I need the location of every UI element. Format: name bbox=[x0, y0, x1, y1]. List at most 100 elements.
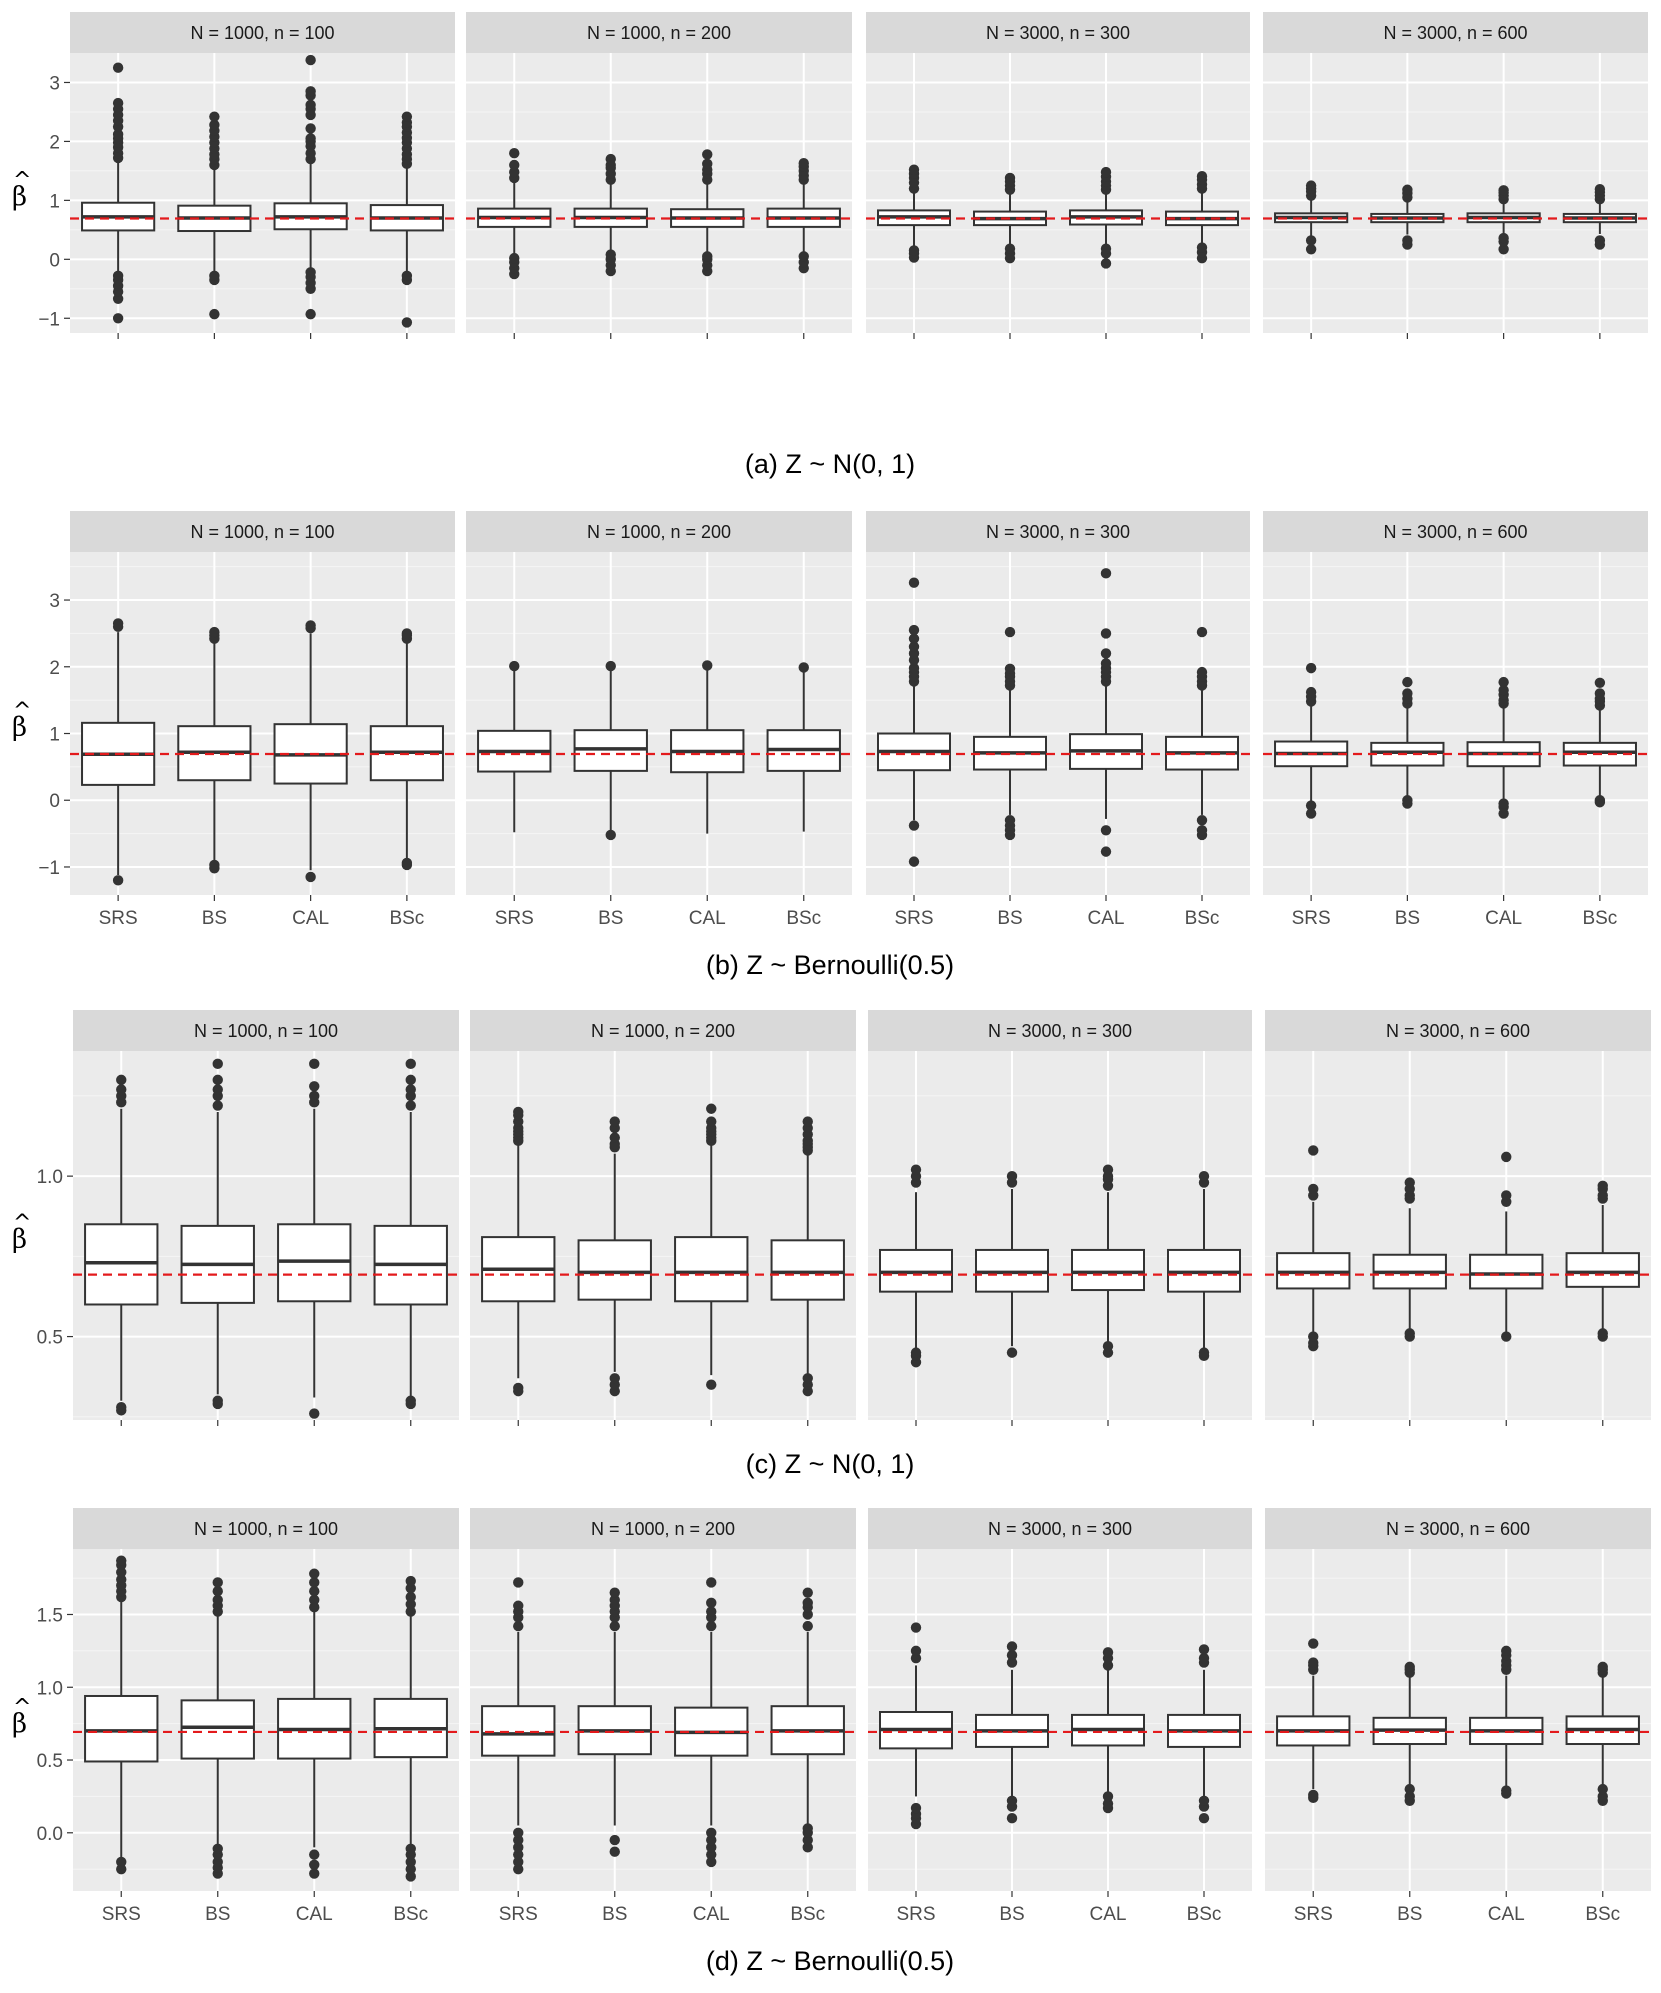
outlier-point bbox=[702, 251, 713, 262]
outlier-point bbox=[112, 129, 124, 140]
outlier-point bbox=[1100, 568, 1112, 579]
facet-title: N = 3000, n = 300 bbox=[988, 1021, 1132, 1041]
outlier-point bbox=[116, 1074, 127, 1086]
x-tick-label: BS bbox=[598, 908, 623, 929]
outlier-point bbox=[405, 1583, 416, 1594]
facet-strip bbox=[73, 1010, 459, 1051]
outlier-point bbox=[1102, 1798, 1114, 1809]
facet-strip bbox=[1263, 511, 1648, 552]
outlier-point bbox=[1404, 1791, 1415, 1802]
box-bs bbox=[177, 111, 252, 320]
x-tick-label: CAL bbox=[689, 908, 726, 929]
x-tick-label: SRS bbox=[896, 1904, 935, 1925]
outlier-point bbox=[1102, 1660, 1114, 1671]
y-tick-label: 2 bbox=[49, 132, 60, 153]
outlier-point bbox=[798, 158, 809, 169]
box-body bbox=[180, 1699, 255, 1760]
outlier-point bbox=[116, 1856, 127, 1868]
outlier-point bbox=[513, 1834, 524, 1846]
outlier-point bbox=[1498, 232, 1509, 244]
outlier-point bbox=[1196, 242, 1208, 253]
outlier-point bbox=[1308, 1145, 1319, 1156]
outlier-point bbox=[509, 148, 520, 159]
outlier-point bbox=[908, 624, 920, 636]
box-srs bbox=[481, 1106, 556, 1397]
outlier-point bbox=[609, 1132, 620, 1143]
outlier-point bbox=[1597, 1661, 1608, 1673]
x-tick-label: SRS bbox=[499, 1904, 538, 1925]
facet-strip bbox=[70, 511, 455, 552]
x-tick-label: SRS bbox=[495, 908, 534, 929]
facet-title: N = 3000, n = 300 bbox=[988, 1519, 1132, 1539]
facet-panel: N = 3000, n = 300 SRS BS CAL BSc bbox=[868, 1508, 1252, 1925]
x-tick-label: BS bbox=[999, 1904, 1024, 1925]
y-tick-label: −1 bbox=[38, 858, 60, 879]
panel-background bbox=[1263, 552, 1648, 895]
panel-background bbox=[1265, 1051, 1651, 1420]
y-axis-label-accent: ^ bbox=[13, 168, 31, 193]
box-bsc bbox=[770, 1116, 845, 1397]
outlier-point bbox=[112, 875, 124, 886]
outlier-point bbox=[802, 1823, 813, 1834]
outlier-point bbox=[605, 153, 616, 165]
box-srs bbox=[879, 1622, 953, 1830]
facet-panel: N = 3000, n = 600 bbox=[1263, 12, 1648, 339]
facet-panel: N = 1000, n = 100 bbox=[73, 1010, 459, 1426]
outlier-point bbox=[405, 1084, 416, 1095]
outlier-point bbox=[305, 871, 316, 883]
outlier-point bbox=[1404, 1177, 1415, 1188]
facet-title: N = 3000, n = 600 bbox=[1383, 23, 1527, 43]
outlier-point bbox=[1100, 825, 1112, 836]
outlier-point bbox=[802, 1842, 813, 1853]
outlier-point bbox=[1501, 1190, 1512, 1201]
outlier-point bbox=[706, 1856, 717, 1868]
outlier-point bbox=[309, 1602, 320, 1613]
y-axis-label: β bbox=[12, 713, 27, 743]
outlier-point bbox=[405, 1395, 416, 1406]
panel-background bbox=[868, 1051, 1252, 1420]
outlier-point bbox=[513, 1577, 524, 1588]
facet-title: N = 1000, n = 100 bbox=[194, 1021, 338, 1041]
outlier-point bbox=[212, 1843, 223, 1854]
y-tick-label: 0 bbox=[49, 250, 60, 271]
y-tick-label: 1 bbox=[49, 725, 60, 746]
outlier-point bbox=[401, 270, 413, 282]
x-tick-label: CAL bbox=[1090, 1904, 1127, 1925]
outlier-point bbox=[209, 859, 220, 871]
outlier-point bbox=[910, 1802, 922, 1814]
facet-panel: N = 3000, n = 300 bbox=[866, 12, 1250, 339]
figure-row-4: 0.0 0.5 1.0 1.5 β^ N = 1000, n = 100 SRS BS CAL B… bbox=[12, 1508, 1651, 1976]
y-tick-label: 0.5 bbox=[37, 1328, 63, 1349]
box-srs bbox=[84, 1555, 159, 1875]
box-body bbox=[84, 1694, 159, 1763]
facet-strip bbox=[70, 12, 455, 53]
x-tick-label: SRS bbox=[1294, 1904, 1333, 1925]
outlier-point bbox=[1404, 1328, 1415, 1339]
facet-strip bbox=[866, 511, 1250, 552]
facet-strip bbox=[866, 12, 1250, 53]
outlier-point bbox=[1006, 1657, 1018, 1668]
facet-title: N = 3000, n = 300 bbox=[986, 522, 1130, 542]
box-srs bbox=[84, 1074, 159, 1416]
outlier-point bbox=[1100, 166, 1112, 178]
box-bs bbox=[975, 1170, 1049, 1358]
outlier-point bbox=[1196, 171, 1208, 182]
outlier-point bbox=[1100, 258, 1112, 269]
outlier-point bbox=[706, 1827, 717, 1838]
outlier-point bbox=[1004, 663, 1016, 674]
y-axis-label-accent: ^ bbox=[13, 699, 31, 724]
outlier-point bbox=[1501, 1785, 1512, 1796]
outlier-point bbox=[706, 1577, 717, 1588]
outlier-point bbox=[305, 620, 316, 631]
outlier-point bbox=[112, 270, 124, 282]
outlier-point bbox=[802, 1597, 813, 1609]
figure-row-1: −1 0 1 2 3 β^ N = 1000, n = 100 N = 1000, n = 2… bbox=[12, 12, 1648, 479]
outlier-point bbox=[702, 149, 713, 160]
box-cal bbox=[670, 660, 745, 834]
outlier-point bbox=[305, 86, 316, 97]
x-tick-label: BS bbox=[202, 908, 227, 929]
outlier-point bbox=[1006, 1650, 1018, 1661]
outlier-point bbox=[212, 1594, 223, 1606]
x-tick-label: SRS bbox=[99, 908, 138, 929]
outlier-point bbox=[309, 1408, 320, 1419]
